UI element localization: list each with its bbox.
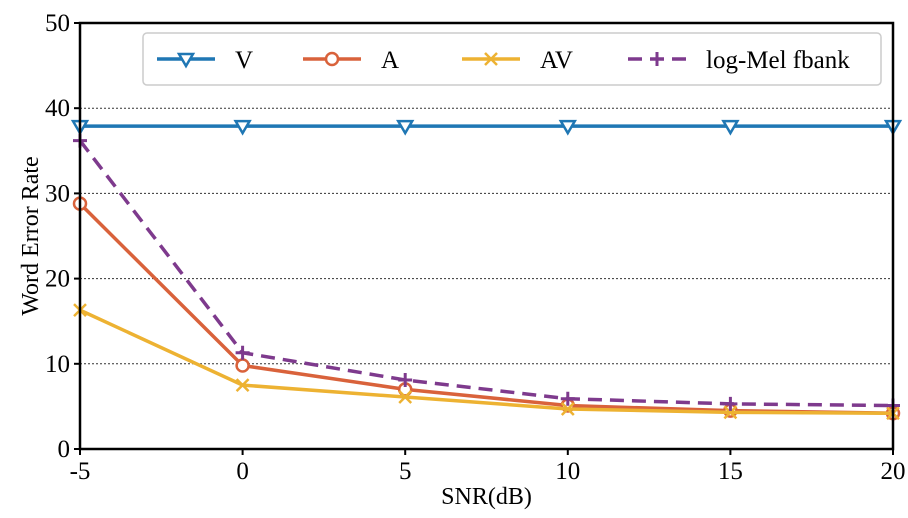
- series-line: [78, 202, 894, 415]
- x-tick-label: 10: [555, 458, 580, 485]
- x-tick-label: -5: [70, 458, 91, 485]
- point-marker: [484, 52, 498, 66]
- y-tick-label: 10: [45, 351, 70, 378]
- point-marker: [235, 378, 250, 392]
- point-marker: [233, 119, 252, 136]
- series-a: [72, 196, 901, 421]
- point-marker: [396, 119, 415, 136]
- point-marker: [560, 391, 575, 406]
- point-marker: [721, 119, 740, 136]
- y-axis-title: Word Error Rate: [18, 156, 44, 315]
- point-marker: [650, 52, 664, 66]
- legend-label: A: [381, 47, 399, 74]
- x-tick-label: 15: [718, 458, 743, 485]
- x-tick-label: 0: [236, 458, 249, 485]
- x-axis-title: SNR(dB): [441, 484, 532, 510]
- point-marker: [235, 358, 250, 373]
- legend-item: AV: [462, 47, 573, 74]
- point-marker: [398, 390, 413, 404]
- legend-item: V: [157, 47, 253, 74]
- series-line: [79, 308, 894, 415]
- series-v: [70, 119, 903, 136]
- legend-item: log-Mel fbank: [628, 47, 850, 74]
- point-marker: [324, 51, 340, 67]
- series-line: [78, 139, 894, 408]
- y-tick-label: 0: [58, 436, 71, 463]
- point-marker: [398, 372, 413, 387]
- legend-label: AV: [540, 47, 573, 74]
- series-log-mel-fbank: [73, 133, 900, 413]
- legend-item: A: [303, 47, 399, 74]
- plot-series: [70, 119, 903, 421]
- legend-label: V: [235, 47, 253, 74]
- plot-frame: [78, 21, 895, 451]
- grid-lines: [80, 107, 893, 365]
- point-marker: [723, 405, 738, 420]
- x-tick-label: 20: [881, 458, 906, 485]
- point-marker: [560, 402, 575, 416]
- point-marker: [235, 345, 250, 360]
- point-marker: [176, 52, 196, 69]
- point-marker: [723, 396, 738, 411]
- x-tick-label: 5: [399, 458, 412, 485]
- y-tick-label: 40: [45, 95, 70, 122]
- y-tick-label: 20: [45, 266, 70, 293]
- point-marker: [558, 119, 577, 136]
- y-tick-label: 30: [45, 180, 70, 207]
- legend: V A AV log-Mel fbank: [142, 32, 882, 86]
- y-tick-label: 50: [45, 10, 70, 37]
- legend-label: log-Mel fbank: [706, 47, 850, 74]
